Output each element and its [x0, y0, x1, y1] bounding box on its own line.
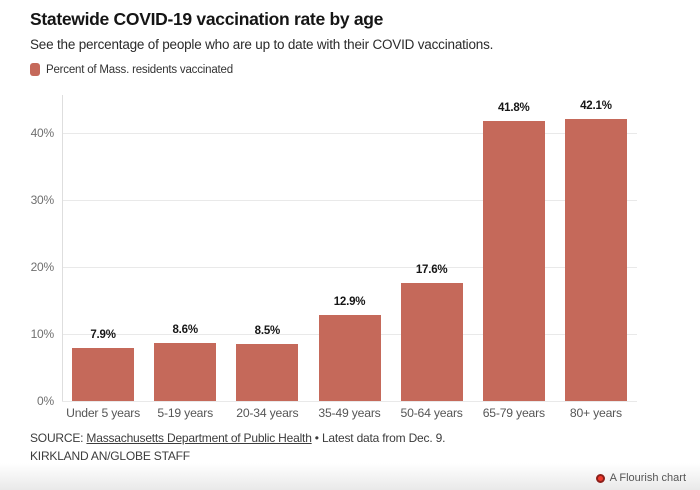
gridline-0% [62, 400, 637, 402]
bar-value-label: 12.9% [333, 295, 366, 308]
flourish-credit-label: A Flourish chart [609, 472, 686, 484]
chart-title: Statewide COVID-19 vaccination rate by a… [30, 9, 384, 29]
y-tick-label: 20% [30, 260, 55, 275]
gridline-30% [62, 199, 637, 201]
x-axis-label: 65-79 years [482, 406, 545, 420]
flourish-logo-icon [595, 473, 605, 483]
bar-5[interactable] [400, 283, 463, 401]
x-axis-label: 20-34 years [236, 406, 299, 420]
y-tick-label: 0% [37, 394, 54, 408]
x-axis-label: 35-49 years [318, 406, 381, 420]
gridline-40% [62, 132, 637, 134]
bar-6[interactable] [482, 121, 545, 401]
y-tick-label: 40% [30, 126, 55, 141]
gridline-20% [62, 266, 637, 268]
bar-3[interactable] [236, 344, 299, 401]
flourish-footer-band: A Flourish chart [0, 463, 700, 490]
y-axis-line [62, 95, 63, 401]
y-tick-label: 30% [30, 193, 55, 208]
byline-credit: KIRKLAND AN/GLOBE STAFF [30, 448, 190, 463]
source-link[interactable]: Massachusetts Department of Public Healt… [86, 431, 312, 445]
bar-value-label: 8.6% [172, 324, 198, 337]
x-axis-label: 50-64 years [400, 406, 463, 420]
bar-1[interactable] [72, 348, 135, 401]
source-prefix: SOURCE: [30, 431, 87, 445]
legend: Percent of Mass. residents vaccinated [30, 63, 233, 76]
bar-value-label: 17.6% [415, 264, 448, 277]
source-note: SOURCE: Massachusetts Department of Publ… [30, 430, 445, 465]
bar-7[interactable] [564, 119, 627, 401]
bar-value-label: 7.9% [90, 329, 116, 342]
legend-swatch-icon [30, 63, 40, 76]
bar-value-label: 8.5% [254, 325, 281, 338]
source-suffix: • Latest data from Dec. 9. [311, 431, 446, 445]
legend-label: Percent of Mass. residents vaccinated [46, 63, 233, 76]
x-axis-label: 80+ years [569, 406, 622, 420]
x-axis-label: Under 5 years [66, 406, 141, 420]
bar-2[interactable] [154, 343, 217, 401]
y-tick-label: 10% [30, 327, 55, 342]
bar-value-label: 41.8% [497, 102, 530, 115]
bar-4[interactable] [318, 314, 381, 401]
x-axis-label: 5-19 years [157, 406, 213, 420]
bar-value-label: 42.1% [580, 100, 612, 113]
chart-subtitle: See the percentage of people who are up … [30, 37, 494, 52]
flourish-credit-link[interactable]: A Flourish chart [595, 472, 686, 484]
